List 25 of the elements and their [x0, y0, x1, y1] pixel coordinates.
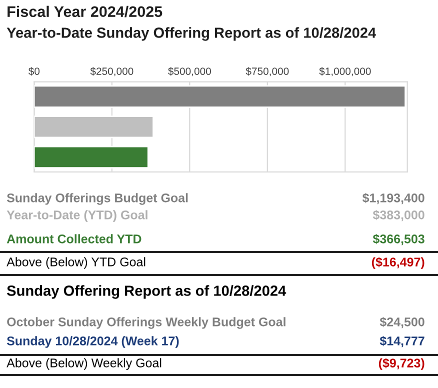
- text: $383,000: [372, 210, 424, 222]
- text: October Sunday Offerings Weekly Budget Goal: [7, 317, 286, 329]
- x-tick-label: $500,000: [168, 67, 211, 76]
- text: ($9,723): [378, 358, 424, 370]
- text: Sunday 10/28/2024 (Week 17): [6, 336, 179, 348]
- text: Year-to-Date (YTD) Goal: [6, 210, 148, 222]
- text: Above (Below) YTD Goal: [6, 257, 146, 269]
- text: $1,193,400: [362, 192, 424, 204]
- text: $14,777: [380, 336, 424, 348]
- text: Above (Below) Weekly Goal: [6, 358, 162, 370]
- x-tick-label: $0: [28, 67, 40, 76]
- text: $366,503: [372, 234, 424, 246]
- bar: [34, 146, 149, 168]
- x-tick-label: $1,000,000: [319, 67, 371, 76]
- x-tick-label: $250,000: [90, 67, 134, 76]
- chart-title: Fiscal Year 2024/2025: [8, 6, 162, 18]
- chart-subtitle: Year-to-Date Sunday Offering Report as of 10/28/2024: [6, 27, 376, 41]
- text: Amount Collected YTD: [6, 234, 142, 244]
- text: ($16,497): [372, 257, 424, 269]
- x-tick-label: $750,000: [246, 67, 289, 76]
- bar: [34, 85, 406, 108]
- text: Sunday Offerings Budget Goal: [6, 193, 188, 205]
- bar: [34, 116, 154, 138]
- text: $24,500: [380, 316, 424, 328]
- text: Sunday Offering Report as of 10/28/2024: [6, 285, 286, 299]
